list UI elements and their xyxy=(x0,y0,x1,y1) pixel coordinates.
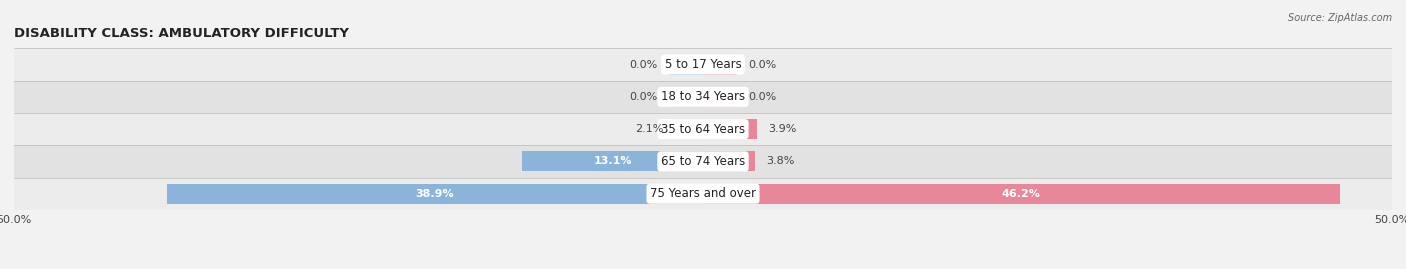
Text: 3.8%: 3.8% xyxy=(766,156,794,167)
Text: 18 to 34 Years: 18 to 34 Years xyxy=(661,90,745,103)
Text: 65 to 74 Years: 65 to 74 Years xyxy=(661,155,745,168)
Bar xyxy=(14,113,1392,145)
Bar xyxy=(673,119,703,139)
Bar xyxy=(14,81,1392,113)
Bar xyxy=(167,184,703,204)
Text: 0.0%: 0.0% xyxy=(748,59,776,70)
Text: 75 Years and over: 75 Years and over xyxy=(650,187,756,200)
Bar xyxy=(703,55,738,75)
Text: DISABILITY CLASS: AMBULATORY DIFFICULTY: DISABILITY CLASS: AMBULATORY DIFFICULTY xyxy=(14,27,349,40)
Text: 5 to 17 Years: 5 to 17 Years xyxy=(665,58,741,71)
Text: 2.1%: 2.1% xyxy=(634,124,664,134)
Bar xyxy=(703,87,738,107)
Bar xyxy=(703,184,1340,204)
Bar xyxy=(703,151,755,171)
Text: 46.2%: 46.2% xyxy=(1002,189,1040,199)
Bar xyxy=(523,151,703,171)
Bar xyxy=(669,55,703,75)
Bar xyxy=(14,48,1392,81)
Text: 13.1%: 13.1% xyxy=(593,156,633,167)
Bar xyxy=(669,87,703,107)
Text: 0.0%: 0.0% xyxy=(748,92,776,102)
Bar xyxy=(703,119,756,139)
Text: 0.0%: 0.0% xyxy=(630,92,658,102)
Text: Source: ZipAtlas.com: Source: ZipAtlas.com xyxy=(1288,13,1392,23)
Bar xyxy=(14,178,1392,210)
Text: 3.9%: 3.9% xyxy=(768,124,796,134)
Text: 35 to 64 Years: 35 to 64 Years xyxy=(661,123,745,136)
Bar xyxy=(14,145,1392,178)
Text: 0.0%: 0.0% xyxy=(630,59,658,70)
Text: 38.9%: 38.9% xyxy=(416,189,454,199)
